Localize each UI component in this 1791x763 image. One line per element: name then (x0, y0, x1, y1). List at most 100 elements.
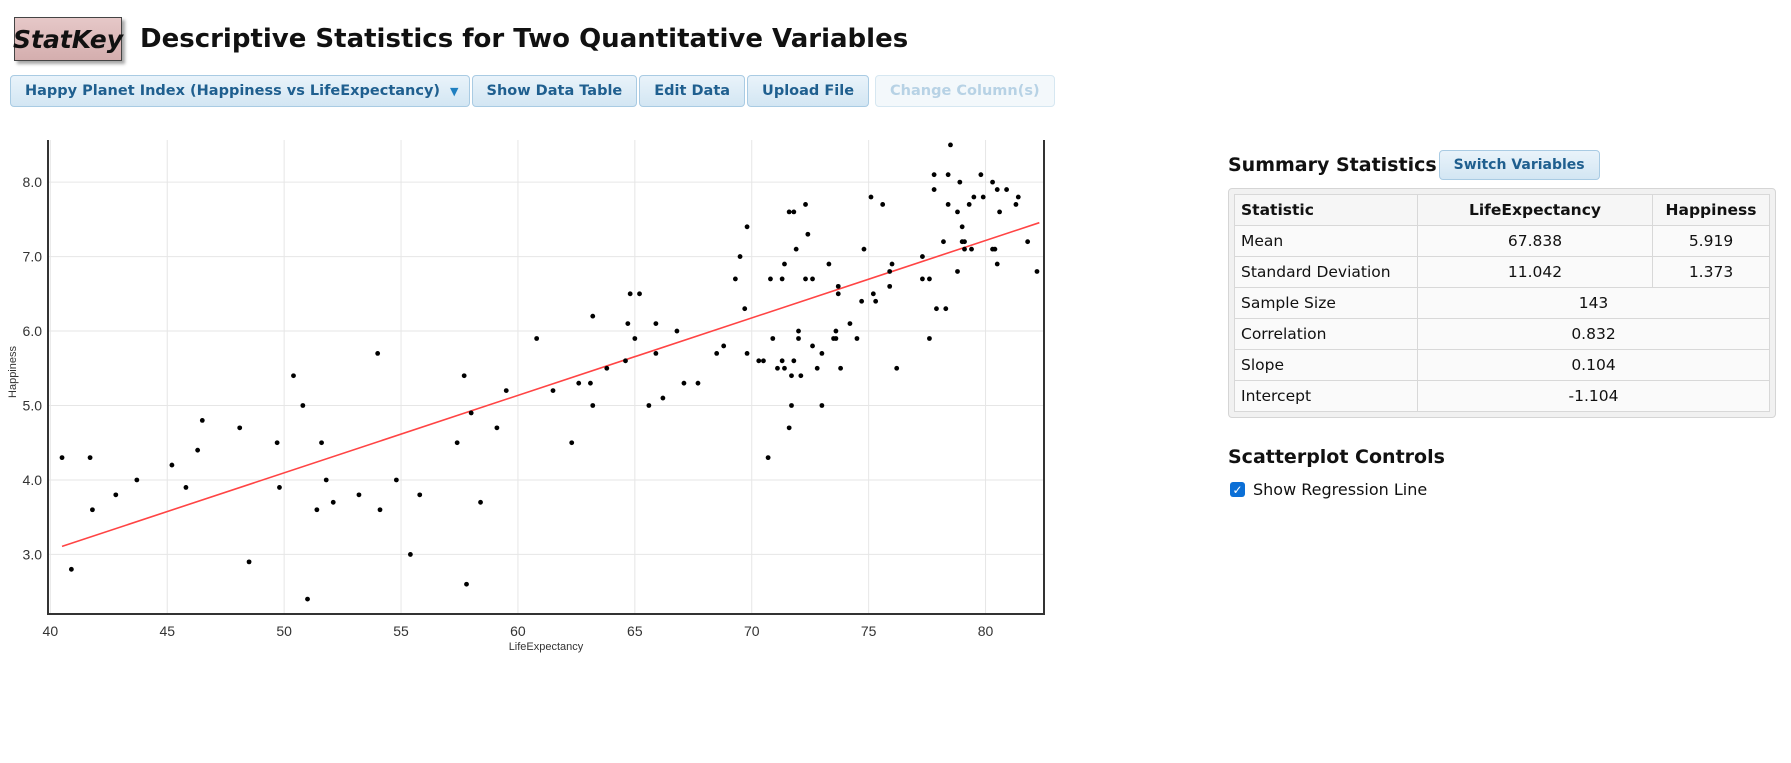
y-tick-label: 5.0 (23, 398, 43, 414)
y-tick-label: 4.0 (23, 472, 43, 488)
data-point (576, 380, 582, 386)
change-columns-button: Change Column(s) (875, 75, 1055, 107)
data-point (931, 187, 937, 192)
x-tick-label: 55 (393, 623, 409, 639)
data-point (791, 358, 797, 364)
data-point (859, 298, 865, 304)
summary-table: Statistic LifeExpectancy Happiness Mean … (1234, 194, 1770, 412)
data-point (786, 209, 792, 215)
x-axis-ticks: 40 45 50 55 60 65 70 75 80 (43, 623, 994, 639)
data-point (1013, 202, 1019, 207)
switch-variables-button[interactable]: Switch Variables (1438, 150, 1600, 180)
data-point (927, 276, 932, 282)
data-point (994, 261, 1000, 267)
plot-frame (47, 140, 1045, 615)
data-point (948, 142, 953, 148)
data-point (894, 365, 900, 371)
summary-stats-box: Statistic LifeExpectancy Happiness Mean … (1228, 188, 1776, 418)
data-point (468, 410, 474, 416)
chevron-down-icon: ▼ (450, 84, 459, 98)
table-row: Slope 0.104 (1234, 349, 1770, 381)
data-point (782, 365, 787, 371)
data-point (569, 440, 575, 446)
data-point (646, 403, 652, 408)
table-row: Sample Size 143 (1234, 287, 1770, 319)
data-point (653, 321, 659, 326)
header-x-variable: LifeExpectancy (1417, 194, 1653, 226)
data-point (695, 380, 701, 386)
dataset-dropdown-label: Happy Planet Index (Happiness vs LifeExp… (25, 83, 441, 99)
table-row: Intercept -1.104 (1234, 380, 1770, 412)
y-axis-label: Happiness (7, 346, 19, 398)
data-point (503, 388, 509, 394)
data-point (920, 254, 925, 259)
row-label-n: Sample Size (1234, 287, 1418, 319)
data-point (637, 291, 642, 297)
sd-y: 1.373 (1652, 256, 1770, 288)
data-point (826, 261, 832, 267)
data-point (980, 194, 986, 200)
data-point (854, 336, 860, 341)
sample-size-value: 143 (1417, 287, 1770, 319)
header-y-variable: Happiness (1652, 194, 1770, 226)
data-point (959, 224, 965, 230)
upload-file-button[interactable]: Upload File (747, 75, 870, 107)
data-point (714, 350, 720, 356)
data-point (1034, 269, 1040, 274)
mean-x: 67.838 (1417, 225, 1653, 257)
checkbox-checked-icon[interactable]: ✓ (1230, 482, 1245, 497)
data-point (880, 202, 886, 207)
data-point (195, 447, 201, 453)
data-point (393, 477, 399, 483)
data-point (627, 291, 633, 297)
x-tick-label: 40 (43, 623, 59, 639)
regression-line-toggle[interactable]: ✓ Show Regression Line (1230, 480, 1776, 499)
regression-layer (61, 221, 1040, 548)
y-tick-label: 6.0 (23, 323, 43, 339)
data-point (810, 343, 815, 349)
data-point (744, 350, 750, 356)
x-axis-label: LifeExpectancy (509, 641, 584, 653)
data-point (375, 350, 381, 356)
data-point (534, 336, 540, 341)
statkey-logo[interactable]: StatKey (13, 17, 123, 61)
data-point (590, 313, 596, 319)
data-point (793, 246, 799, 252)
data-point (356, 492, 362, 498)
data-point (454, 440, 460, 446)
data-point (833, 336, 839, 341)
correlation-value: 0.832 (1417, 318, 1770, 350)
data-point (833, 328, 839, 334)
edit-data-button[interactable]: Edit Data (639, 75, 746, 107)
data-point (775, 365, 780, 371)
table-row: Correlation 0.832 (1234, 318, 1770, 350)
data-point (478, 499, 483, 505)
data-point (417, 492, 423, 498)
data-point (653, 350, 659, 356)
header: StatKey Descriptive Statistics for Two Q… (13, 14, 909, 64)
show-data-table-button[interactable]: Show Data Table (471, 75, 638, 107)
slope-value: 0.104 (1417, 349, 1770, 381)
x-tick-label: 60 (510, 623, 526, 639)
data-point (199, 418, 205, 423)
data-point (681, 380, 687, 386)
data-point (931, 172, 937, 178)
data-point (237, 425, 243, 431)
data-point (319, 440, 324, 446)
data-point (955, 269, 960, 274)
data-point (625, 321, 631, 326)
data-point (870, 291, 876, 297)
data-point (934, 306, 939, 312)
data-point (791, 209, 797, 215)
dataset-dropdown[interactable]: Happy Planet Index (Happiness vs LifeExp… (10, 75, 470, 107)
data-point (969, 246, 974, 252)
page-title: Descriptive Statistics for Two Quantitat… (140, 24, 909, 54)
data-point (786, 425, 792, 431)
row-label-mean: Mean (1234, 225, 1418, 257)
data-point (805, 231, 811, 237)
data-point (59, 455, 65, 461)
data-point (943, 306, 949, 312)
data-point (868, 194, 874, 200)
data-point (847, 321, 853, 326)
data-point (300, 403, 306, 408)
